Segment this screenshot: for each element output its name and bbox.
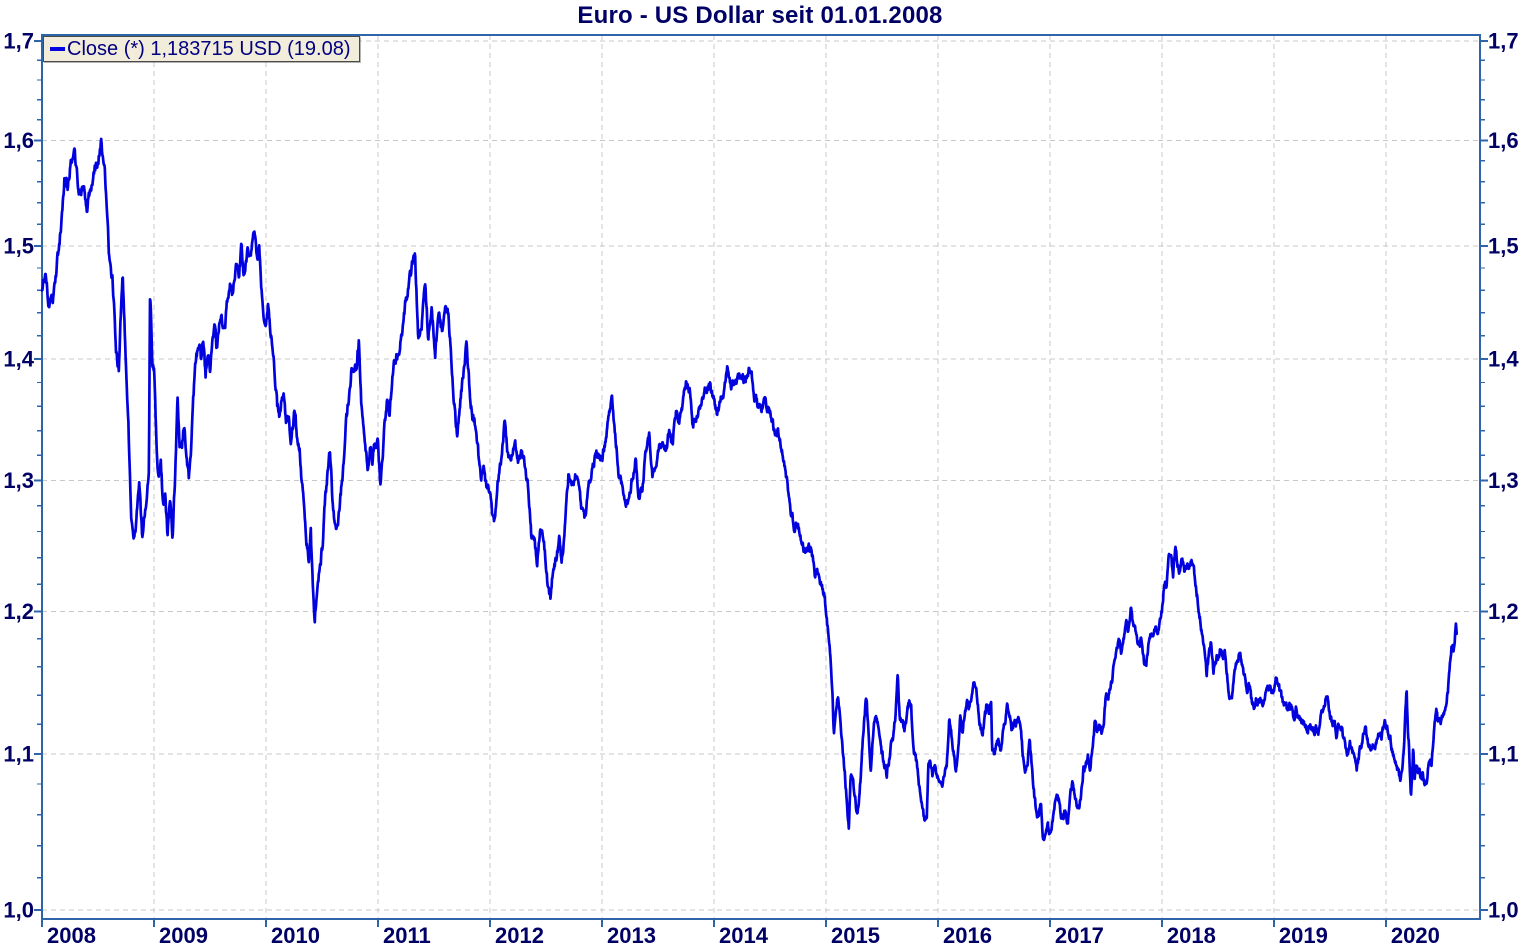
x-axis-label: 2018 bbox=[1167, 923, 1216, 948]
y-axis-label-right: 1,4 bbox=[1488, 346, 1519, 371]
legend-box: Close (*) 1,183715 USD (19.08) bbox=[43, 36, 361, 62]
y-axis-label-right: 1,5 bbox=[1488, 233, 1519, 258]
y-axis-label-right: 1,1 bbox=[1488, 741, 1519, 766]
x-axis-label: 2020 bbox=[1391, 923, 1440, 948]
x-axis-label: 2014 bbox=[719, 923, 769, 948]
y-axis-label-left: 1,5 bbox=[3, 233, 34, 258]
x-axis-label: 2009 bbox=[159, 923, 208, 948]
y-axis-label-left: 1,3 bbox=[3, 468, 34, 493]
plot-border bbox=[41, 34, 1481, 920]
x-axis-label: 2013 bbox=[607, 923, 656, 948]
legend-label: Close (*) 1,183715 USD (19.08) bbox=[67, 38, 351, 60]
x-axis-label: 2012 bbox=[495, 923, 544, 948]
y-axis-label-left: 1,4 bbox=[3, 346, 34, 371]
chart-title: Euro - US Dollar seit 01.01.2008 bbox=[577, 2, 943, 29]
x-axis-label: 2015 bbox=[831, 923, 880, 948]
y-axis-label-right: 1,3 bbox=[1488, 468, 1519, 493]
y-axis-label-right: 1,6 bbox=[1488, 128, 1519, 153]
y-axis-label-right: 1,0 bbox=[1488, 898, 1519, 923]
x-axis-label: 2019 bbox=[1279, 923, 1328, 948]
x-axis-label: 2010 bbox=[271, 923, 320, 948]
legend-line-marker bbox=[50, 47, 65, 51]
x-axis-label: 2017 bbox=[1055, 923, 1104, 948]
price-line bbox=[40, 137, 1459, 842]
y-axis-label-left: 1,1 bbox=[3, 741, 34, 766]
y-axis-label-left: 1,7 bbox=[3, 29, 34, 54]
x-axis-label: 2016 bbox=[943, 923, 992, 948]
y-axis-label-right: 1,2 bbox=[1488, 599, 1519, 624]
y-axis-label-left: 1,0 bbox=[3, 898, 34, 923]
x-axis-label: 2008 bbox=[47, 923, 96, 948]
y-axis-label-left: 1,2 bbox=[3, 599, 34, 624]
y-axis-label-left: 1,6 bbox=[3, 128, 34, 153]
y-axis-label-right: 1,7 bbox=[1488, 29, 1519, 54]
x-axis-label: 2011 bbox=[383, 923, 431, 948]
